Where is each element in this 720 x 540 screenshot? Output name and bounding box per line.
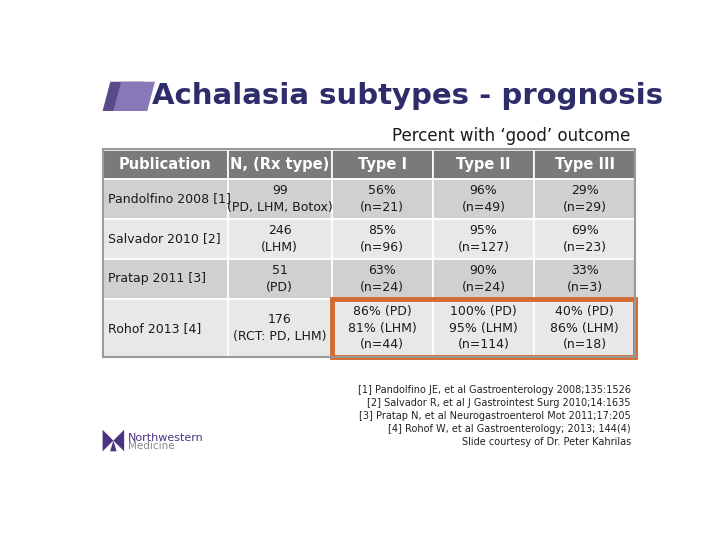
Text: 29%
(n=29): 29% (n=29)	[563, 184, 607, 213]
Bar	[433, 150, 534, 179]
Text: 86% (PD)
81% (LHM)
(n=44): 86% (PD) 81% (LHM) (n=44)	[348, 305, 417, 351]
Bar	[332, 299, 636, 357]
Bar	[433, 259, 534, 299]
Text: 40% (PD)
86% (LHM)
(n=18): 40% (PD) 86% (LHM) (n=18)	[550, 305, 619, 351]
Text: 90%
(n=24): 90% (n=24)	[462, 264, 505, 294]
Bar	[332, 299, 433, 357]
Text: Pandolfino 2008 [1]: Pandolfino 2008 [1]	[108, 192, 231, 205]
Bar	[228, 299, 332, 357]
Bar	[332, 259, 433, 299]
Text: N, (Rx type): N, (Rx type)	[230, 157, 329, 172]
Text: 56%
(n=21): 56% (n=21)	[360, 184, 405, 213]
Bar	[534, 179, 636, 219]
Bar	[228, 259, 332, 299]
Polygon shape	[110, 441, 117, 451]
Bar	[102, 150, 228, 179]
Text: 100% (PD)
95% (LHM)
(n=114): 100% (PD) 95% (LHM) (n=114)	[449, 305, 518, 351]
Text: 96%
(n=49): 96% (n=49)	[462, 184, 505, 213]
Bar	[228, 219, 332, 259]
Bar	[102, 259, 228, 299]
Text: [3] Pratap N, et al Neurogastroenterol Mot 2011;17:205: [3] Pratap N, et al Neurogastroenterol M…	[359, 411, 631, 421]
Polygon shape	[102, 430, 113, 451]
Text: 63%
(n=24): 63% (n=24)	[360, 264, 405, 294]
Bar	[534, 219, 636, 259]
Text: 99
(PD, LHM, Botox): 99 (PD, LHM, Botox)	[227, 184, 333, 213]
Text: 85%
(n=96): 85% (n=96)	[360, 224, 405, 254]
Text: Northwestern: Northwestern	[128, 433, 204, 443]
Text: Salvador 2010 [2]: Salvador 2010 [2]	[108, 232, 220, 245]
Text: 95%
(n=127): 95% (n=127)	[458, 224, 510, 254]
Text: 246
(LHM): 246 (LHM)	[261, 224, 298, 254]
Text: Type I: Type I	[358, 157, 407, 172]
Polygon shape	[113, 82, 155, 111]
Text: 51
(PD): 51 (PD)	[266, 264, 293, 294]
Polygon shape	[102, 82, 144, 111]
Text: 33%
(n=3): 33% (n=3)	[567, 264, 603, 294]
Text: [2] Salvador R, et al J Gastrointest Surg 2010;14:1635: [2] Salvador R, et al J Gastrointest Sur…	[367, 398, 631, 408]
Text: Achalasia subtypes - prognosis: Achalasia subtypes - prognosis	[152, 83, 663, 110]
Text: 176
(RCT: PD, LHM): 176 (RCT: PD, LHM)	[233, 313, 326, 343]
Bar	[228, 150, 332, 179]
Bar	[332, 179, 433, 219]
Text: Slide courtesy of Dr. Peter Kahrilas: Slide courtesy of Dr. Peter Kahrilas	[462, 437, 631, 447]
Text: Type III: Type III	[555, 157, 615, 172]
Bar	[433, 179, 534, 219]
Text: 69%
(n=23): 69% (n=23)	[563, 224, 607, 254]
Bar	[102, 299, 228, 357]
Bar	[228, 179, 332, 219]
Text: Pratap 2011 [3]: Pratap 2011 [3]	[108, 272, 206, 285]
Text: Publication: Publication	[119, 157, 212, 172]
Bar	[534, 259, 636, 299]
Bar	[433, 299, 534, 357]
Bar	[332, 150, 433, 179]
Text: Medicine: Medicine	[128, 441, 175, 451]
Bar	[102, 150, 636, 357]
Bar	[102, 179, 228, 219]
Text: [4] Rohof W, et al Gastroenterology; 2013; 144(4): [4] Rohof W, et al Gastroenterology; 201…	[388, 424, 631, 434]
Bar	[433, 219, 534, 259]
Text: [1] Pandolfino JE, et al Gastroenterology 2008;135:1526: [1] Pandolfino JE, et al Gastroenterolog…	[358, 384, 631, 395]
Bar	[102, 219, 228, 259]
Text: Type II: Type II	[456, 157, 510, 172]
Bar	[534, 150, 636, 179]
Bar	[534, 299, 636, 357]
Text: Percent with ‘good’ outcome: Percent with ‘good’ outcome	[392, 127, 631, 145]
Bar	[332, 219, 433, 259]
Polygon shape	[113, 430, 124, 451]
Text: Rohof 2013 [4]: Rohof 2013 [4]	[108, 322, 201, 335]
